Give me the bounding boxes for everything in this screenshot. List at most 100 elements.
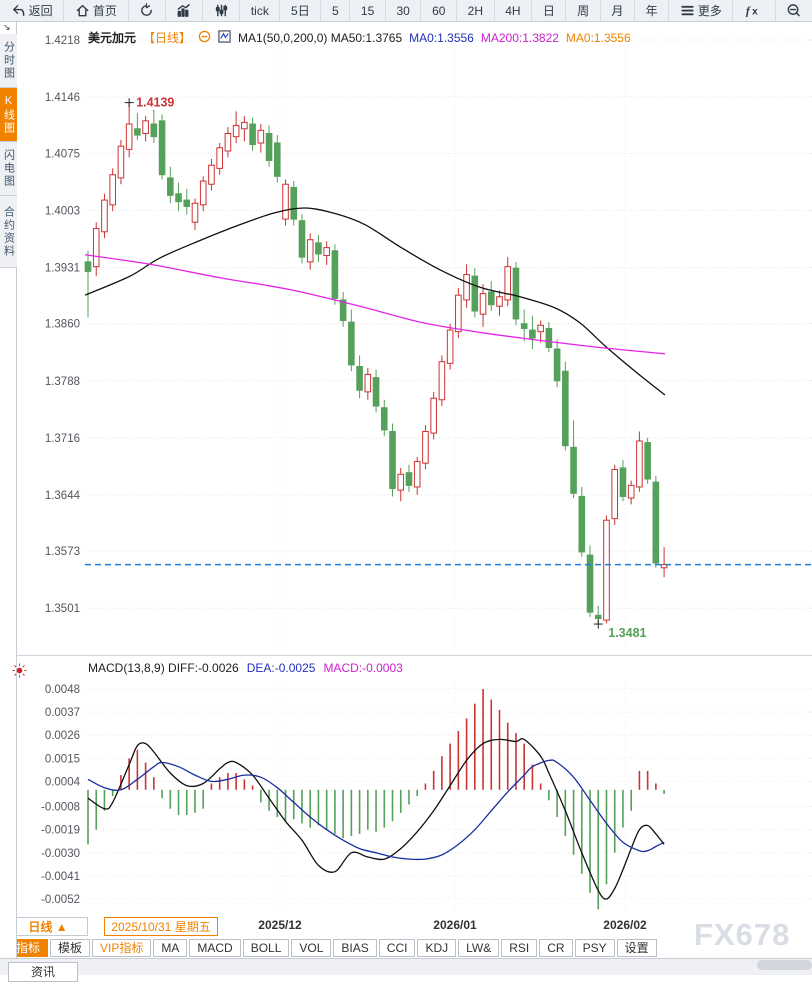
indicator-tab-psy[interactable]: PSY: [574, 939, 615, 957]
svg-text:-0.0030: -0.0030: [41, 848, 80, 860]
toolbar-item-home[interactable]: 首页: [64, 0, 129, 21]
svg-text:1.3860: 1.3860: [45, 319, 80, 331]
resize-corner-icon: ↘: [3, 22, 11, 32]
gridlines: [85, 39, 812, 912]
toolbar-item-tick[interactable]: tick: [240, 0, 281, 21]
toolbar-item-week[interactable]: 周: [566, 0, 601, 21]
toolbar-item-label: 30: [396, 3, 410, 18]
high-annotation: 1.4139: [136, 96, 174, 110]
indicator-tab-template[interactable]: 模板: [50, 939, 91, 957]
sidebar-tab-time-chart[interactable]: 分时图: [0, 34, 17, 88]
macd-dea-readout: DEA:-0.0025: [246, 661, 316, 675]
toolbar-item-year[interactable]: 年: [635, 0, 670, 21]
toolbar-item-label: 更多: [697, 4, 722, 18]
svg-text:x: x: [752, 7, 758, 18]
toolbar-item-60m[interactable]: 60: [421, 0, 458, 21]
indicator-tab-kdj[interactable]: KDJ: [417, 939, 457, 957]
annotations: 1.4139 1.3481: [124, 96, 647, 640]
indicator-tab-rsi[interactable]: RSI: [501, 939, 538, 957]
timeline-bar: 日线 ▲ 2025/10/31 星期五 2025/12 2026/01 2026/0…: [0, 916, 812, 937]
toolbar-item-zoom-out[interactable]: [776, 0, 812, 21]
indicator-tab-boll[interactable]: BOLL: [242, 939, 290, 957]
svg-text:1.4003: 1.4003: [45, 205, 80, 217]
indicator-tab-bias[interactable]: BIAS: [333, 939, 377, 957]
toolbar-item-more[interactable]: 更多: [669, 0, 734, 21]
svg-text:-0.0041: -0.0041: [41, 871, 80, 883]
sidebar-tab-lightning-chart[interactable]: 闪电图: [0, 142, 17, 196]
ma0-orange-readout: MA0:1.3556: [565, 30, 631, 45]
svg-text:0.0015: 0.0015: [45, 753, 80, 765]
first-candle-date: 2025/10/31 星期五: [104, 917, 218, 936]
toolbar-item-15m[interactable]: 15: [350, 0, 386, 21]
month-label: 2025/12: [258, 918, 302, 932]
sidebar-tab-kline-chart[interactable]: K线图: [0, 88, 17, 142]
toolbar-item-label: 4H: [505, 3, 521, 18]
dea-line: [87, 759, 665, 861]
horizontal-scrollbar-thumb[interactable]: [757, 960, 812, 970]
news-tab[interactable]: 资讯: [8, 962, 78, 982]
svg-text:f: f: [746, 4, 751, 18]
sidebar-tab-contract-info[interactable]: 合约资料: [0, 196, 17, 268]
toolbar-item-label: tick: [250, 3, 269, 18]
chart-type-icon: [176, 3, 191, 18]
svg-text:1.4075: 1.4075: [45, 148, 80, 160]
toolbar-item-30m[interactable]: 30: [386, 0, 422, 21]
period-selector[interactable]: 日线 ▲: [8, 917, 88, 936]
svg-text:1.3644: 1.3644: [45, 490, 81, 502]
toolbar-item-5d[interactable]: 5日: [280, 0, 322, 21]
chart-type-tabs: 分时图 K线图 闪电图 合约资料: [0, 34, 17, 268]
collapse-icon[interactable]: [198, 30, 211, 46]
indicator-tab-cci[interactable]: CCI: [378, 939, 416, 957]
indicator-tab-vip-indicator[interactable]: VIP指标: [92, 939, 152, 957]
fx678-watermark: FX678: [694, 917, 791, 952]
indicator-tab-cr[interactable]: CR: [539, 939, 573, 957]
period-tag: 【日线】: [143, 31, 192, 45]
macd-header: MACD(13,8,9) DIFF:-0.0026 DEA:-0.0025 MA…: [88, 661, 403, 675]
toolbar-item-2h[interactable]: 2H: [457, 0, 495, 21]
chart-header: 美元加元 【日线】 MA1(50,0,200,0) MA50:1.3765 MA…: [88, 29, 631, 46]
indicator-toolbar: 指标 模板 VIP指标 MA MACD BOLL VOL BIAS CCI KDJ LW& RSI CR…: [0, 938, 812, 958]
toolbar-item-label: 周: [577, 4, 590, 18]
more-icon: [680, 3, 695, 18]
toolbar-item-month[interactable]: 月: [601, 0, 635, 21]
chart-canvas[interactable]: 1.4218 1.4146 1.4075 1.4003 1.3931 1.3860 1.37…: [0, 22, 812, 915]
toolbar-item-5m[interactable]: 5: [321, 0, 351, 21]
candlestick-series: [84, 102, 668, 625]
ma-settings-readout: MA1(50,0,200,0) MA50:1.3765: [238, 30, 403, 45]
left-sidebar: ↘ 分时图 K线图 闪电图 合约资料: [0, 22, 17, 958]
indicator-tab-vol[interactable]: VOL: [291, 939, 332, 957]
macd-value-readout: MACD:-0.0003: [323, 661, 403, 675]
indicator-settings-sun-icon[interactable]: [12, 663, 27, 683]
toolbar-item-label: 5: [331, 3, 339, 18]
toolbar-item-4h[interactable]: 4H: [495, 0, 533, 21]
indicator-tab-ma[interactable]: MA: [153, 939, 188, 957]
indicator-tab-macd[interactable]: MACD: [189, 939, 241, 957]
kline-style-icon[interactable]: [218, 29, 231, 46]
bottom-strip: [0, 958, 812, 975]
toolbar-item-label: 返回: [28, 4, 53, 18]
toolbar-item-back[interactable]: 返回: [0, 0, 65, 21]
toolbar-item-chart-type[interactable]: [166, 0, 203, 21]
indicator-tab-lwr[interactable]: LW&: [458, 939, 500, 957]
back-icon: [11, 3, 26, 18]
toolbar-item-volume-style[interactable]: [203, 0, 241, 21]
price-axis-labels: 1.4218 1.4146 1.4075 1.4003 1.3931 1.3860 1.37…: [45, 35, 81, 615]
month-label: 2026/01: [433, 918, 477, 932]
toolbar-item-label: 5日: [291, 4, 310, 18]
svg-text:1.4218: 1.4218: [45, 35, 80, 47]
toolbar-item-label: 月: [611, 4, 624, 18]
macd-pane: 0.0048 0.0037 0.0026 0.0015 0.0004 -0.0008 -0.…: [0, 655, 812, 910]
indicator-tab-indicator[interactable]: 指标: [8, 939, 49, 957]
ma200-line: [84, 254, 666, 355]
toolbar-item-day[interactable]: 日: [532, 0, 567, 21]
toolbar-item-refresh[interactable]: [129, 0, 166, 21]
svg-text:-0.0008: -0.0008: [41, 802, 80, 814]
svg-text:0.0026: 0.0026: [45, 730, 80, 742]
low-annotation: 1.3481: [608, 626, 646, 640]
toolbar-item-label: 日: [542, 4, 555, 18]
zoom-out-icon: [786, 3, 801, 18]
indicator-tab-settings[interactable]: 设置: [616, 939, 657, 957]
